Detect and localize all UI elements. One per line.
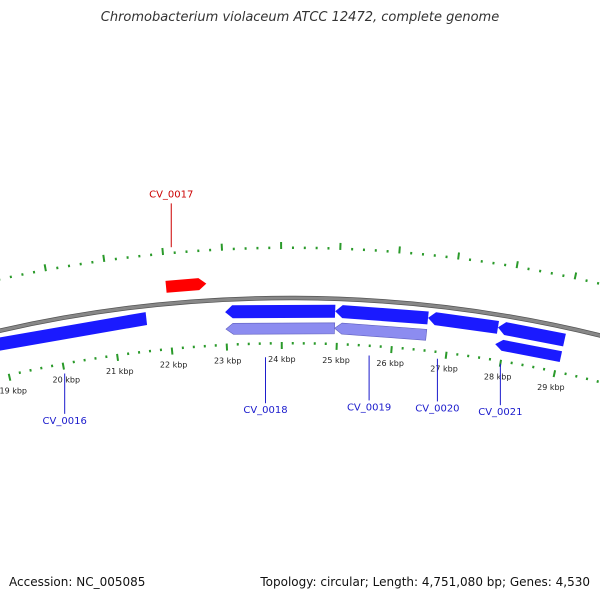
tick-mark bbox=[161, 247, 165, 256]
gene-label[interactable]: CV_0018 bbox=[243, 405, 287, 416]
genes-layer bbox=[0, 278, 566, 363]
tick-label: 26 kbp bbox=[376, 359, 404, 368]
tick-label: 24 kbp bbox=[268, 355, 296, 364]
gene-arrow[interactable] bbox=[225, 304, 336, 319]
gene-label[interactable]: CV_0017 bbox=[149, 189, 193, 200]
map-title: Chromobacterium violaceum ATCC 12472, co… bbox=[100, 10, 500, 25]
tick-mark bbox=[562, 274, 565, 278]
tick-mark bbox=[596, 380, 599, 383]
tick-mark bbox=[170, 347, 174, 355]
tick-mark bbox=[596, 281, 600, 285]
gene-arrow[interactable] bbox=[497, 322, 566, 347]
tick-mark bbox=[9, 275, 13, 279]
tick-mark bbox=[585, 279, 588, 283]
tick-mark bbox=[515, 261, 519, 269]
gene-arrow[interactable] bbox=[225, 322, 336, 335]
gene-label[interactable]: CV_0020 bbox=[415, 403, 459, 414]
tick-label: 22 kbp bbox=[160, 360, 188, 369]
tick-label: 29 kbp bbox=[537, 383, 565, 392]
tick-label: 20 kbp bbox=[53, 375, 81, 384]
tick-mark bbox=[552, 370, 557, 378]
gene-arrow[interactable] bbox=[335, 305, 429, 325]
tick-mark bbox=[573, 272, 578, 280]
labels-layer: CV_0016 CV_0017 CV_0018 CV_0019 CV_0020 CV_00… bbox=[43, 189, 523, 426]
tick-mark bbox=[457, 252, 460, 260]
gene-label[interactable]: CV_0016 bbox=[43, 416, 87, 427]
tick-mark bbox=[43, 264, 47, 272]
backbone-line bbox=[0, 296, 600, 338]
gene-arrow[interactable] bbox=[165, 278, 207, 293]
tick-label: 21 kbp bbox=[106, 367, 134, 376]
tick-mark bbox=[542, 367, 546, 371]
tick-mark bbox=[18, 371, 22, 375]
gene-arrow[interactable] bbox=[495, 339, 563, 363]
tick-label: 19 kbp bbox=[0, 386, 27, 395]
gene-label[interactable]: CV_0021 bbox=[478, 407, 522, 418]
tick-label: 25 kbp bbox=[322, 356, 350, 365]
tick-label: 27 kbp bbox=[430, 365, 458, 374]
tick-mark bbox=[61, 362, 65, 370]
backbone-layer bbox=[0, 295, 600, 338]
tick-label: 28 kbp bbox=[484, 373, 512, 382]
tick-mark bbox=[29, 368, 32, 372]
tick-mark bbox=[7, 373, 12, 381]
tick-mark bbox=[564, 372, 567, 376]
tick-mark bbox=[444, 351, 448, 359]
topology-label: Topology: circular; Length: 4,751,080 bp… bbox=[260, 575, 590, 589]
tick-mark bbox=[390, 346, 393, 354]
tick-marks: 19 kbp 20 kbp 21 kbp 22 kbp 23 kbp 24 kbp 25 k… bbox=[0, 242, 600, 395]
tick-mark bbox=[585, 377, 589, 381]
tick-label: 23 kbp bbox=[214, 357, 242, 366]
tick-mark bbox=[398, 246, 401, 254]
gene-arrow[interactable] bbox=[428, 312, 500, 334]
tick-mark bbox=[102, 254, 106, 262]
gene-arrow[interactable] bbox=[0, 312, 148, 352]
accession-label: Accession: NC_005085 bbox=[9, 575, 146, 589]
gene-label[interactable]: CV_0019 bbox=[347, 402, 391, 413]
gene-arrow[interactable] bbox=[334, 322, 428, 341]
tick-mark bbox=[116, 353, 120, 362]
tick-mark bbox=[575, 374, 578, 378]
